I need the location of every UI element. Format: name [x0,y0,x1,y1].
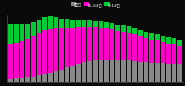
Bar [127,60,131,82]
Bar [127,26,131,33]
Bar [177,64,182,82]
Bar [87,61,92,82]
Bar [14,78,19,82]
Bar [31,22,36,36]
Bar [177,40,182,46]
Bar [37,75,41,82]
Bar [93,60,97,82]
Bar [76,64,81,82]
Bar [121,60,126,82]
Bar [132,28,137,34]
Bar [172,64,176,82]
Bar [104,60,109,82]
Bar [155,40,159,63]
Bar [149,40,154,63]
Bar [149,33,154,40]
Bar [59,19,64,28]
Bar [82,62,86,82]
Bar [110,23,115,29]
Bar [20,78,24,82]
Bar [138,36,143,62]
Bar [149,63,154,82]
Bar [70,66,75,82]
Bar [37,33,41,75]
Bar [115,25,120,31]
Bar [20,41,24,78]
Bar [93,21,97,27]
Bar [132,34,137,61]
Bar [76,27,81,64]
Bar [110,29,115,60]
Bar [93,27,97,60]
Bar [48,16,53,29]
Bar [155,34,159,40]
Bar [115,60,120,82]
Bar [144,32,148,38]
Bar [121,32,126,60]
Bar [87,27,92,61]
Bar [70,28,75,66]
Bar [9,24,13,44]
Legend: 総人口, 15-64歳, 0-14歳: 総人口, 15-64歳, 0-14歳 [69,1,122,9]
Bar [65,67,69,82]
Bar [138,62,143,82]
Bar [161,42,165,63]
Bar [42,30,47,74]
Bar [42,74,47,82]
Bar [53,17,58,28]
Bar [53,28,58,71]
Bar [9,44,13,79]
Bar [20,24,24,41]
Bar [127,33,131,60]
Bar [70,20,75,28]
Bar [155,63,159,82]
Bar [31,77,36,82]
Bar [166,64,171,82]
Bar [172,44,176,64]
Bar [48,73,53,82]
Bar [25,39,30,77]
Bar [25,77,30,82]
Bar [132,61,137,82]
Bar [166,37,171,44]
Bar [82,27,86,62]
Bar [177,46,182,64]
Bar [42,17,47,30]
Bar [144,38,148,62]
Bar [14,24,19,43]
Bar [82,20,86,27]
Bar [25,24,30,39]
Bar [138,30,143,36]
Bar [65,19,69,28]
Bar [166,44,171,64]
Bar [14,43,19,78]
Bar [53,71,58,82]
Bar [37,20,41,33]
Bar [161,63,165,82]
Bar [110,60,115,82]
Bar [87,20,92,27]
Bar [172,38,176,44]
Bar [76,20,81,27]
Bar [104,22,109,28]
Bar [115,31,120,60]
Bar [99,28,103,60]
Bar [99,21,103,28]
Bar [65,28,69,67]
Bar [161,36,165,42]
Bar [59,70,64,82]
Bar [99,60,103,82]
Bar [9,79,13,82]
Bar [48,29,53,73]
Bar [144,62,148,82]
Bar [121,25,126,32]
Bar [31,36,36,77]
Bar [59,28,64,70]
Bar [104,28,109,60]
